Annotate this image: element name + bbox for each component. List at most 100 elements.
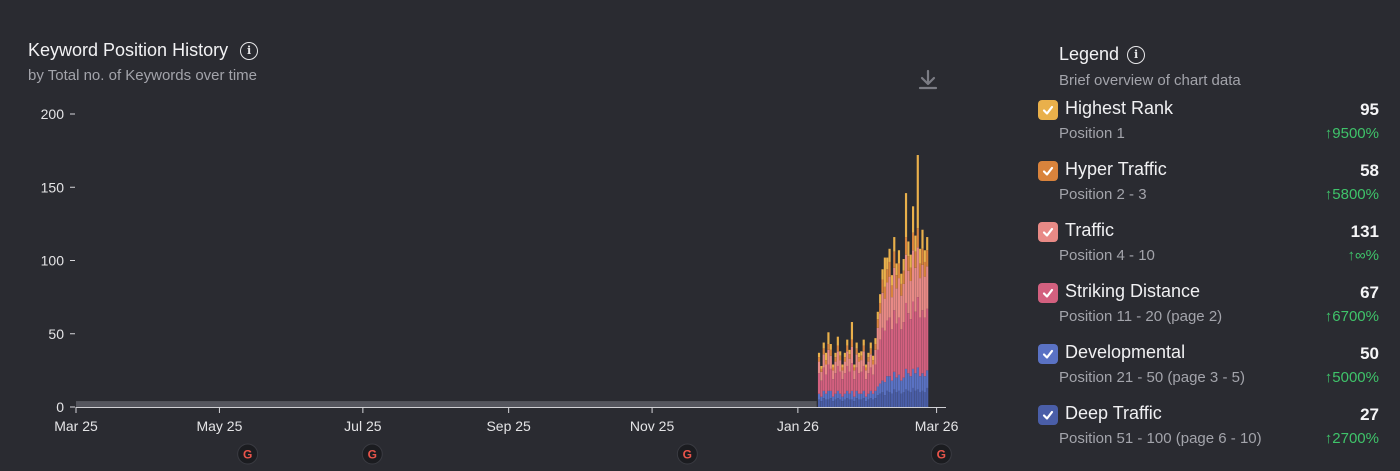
bar-segment[interactable] <box>829 355 832 369</box>
bar-segment[interactable] <box>855 390 858 399</box>
bar-segment[interactable] <box>869 367 872 391</box>
bar-segment[interactable] <box>824 399 828 407</box>
bar-segment[interactable] <box>846 339 849 346</box>
bar-segment[interactable] <box>876 319 879 328</box>
bar-segment[interactable] <box>834 361 837 374</box>
bar-segment[interactable] <box>836 365 839 391</box>
bar-segment[interactable] <box>869 354 872 368</box>
bar-segment[interactable] <box>900 393 903 407</box>
bar-segment[interactable] <box>874 398 877 407</box>
bar-segment[interactable] <box>829 390 832 399</box>
bar-segment[interactable] <box>860 355 863 361</box>
bar-segment[interactable] <box>848 354 851 359</box>
bar-segment[interactable] <box>893 371 896 390</box>
bar-segment[interactable] <box>867 361 870 374</box>
bar-segment[interactable] <box>909 319 912 377</box>
bar-segment[interactable] <box>883 257 886 287</box>
bar-segment[interactable] <box>822 354 825 368</box>
bar-segment[interactable] <box>881 279 884 293</box>
bar-segment[interactable] <box>860 371 863 394</box>
bar-segment[interactable] <box>883 395 886 407</box>
legend-item-highest-rank[interactable]: Highest Rank Position 1 95 ↑9500% <box>1038 94 1383 155</box>
bar-segment[interactable] <box>848 399 851 407</box>
bar-segment[interactable] <box>872 360 875 365</box>
bar-segment[interactable] <box>907 256 910 271</box>
bar-segment[interactable] <box>923 250 926 262</box>
bar-segment[interactable] <box>888 317 891 377</box>
bar-segment[interactable] <box>853 379 856 397</box>
bar-segment[interactable] <box>904 302 908 369</box>
bar-segment[interactable] <box>855 398 858 407</box>
bar-segment[interactable] <box>829 368 832 391</box>
bar-segment[interactable] <box>911 232 915 251</box>
bar-segment[interactable] <box>820 380 823 397</box>
bar-segment[interactable] <box>888 392 891 407</box>
bar-segment[interactable] <box>836 398 839 407</box>
bar-segment[interactable] <box>916 389 919 407</box>
bar-segment[interactable] <box>881 380 884 393</box>
bar-segment[interactable] <box>829 349 832 356</box>
bar-segment[interactable] <box>820 368 823 372</box>
bar-segment[interactable] <box>876 327 879 350</box>
checkbox[interactable] <box>1038 283 1058 303</box>
bar-segment[interactable] <box>895 377 898 393</box>
bar-segment[interactable] <box>907 270 910 314</box>
bar-segment[interactable] <box>879 294 882 303</box>
bar-segment[interactable] <box>824 364 828 375</box>
bar-segment[interactable] <box>817 399 821 407</box>
bar-segment[interactable] <box>834 357 837 362</box>
bar-segment[interactable] <box>872 393 875 400</box>
bar-segment[interactable] <box>897 390 901 407</box>
bar-segment[interactable] <box>919 248 922 264</box>
bar-segment[interactable] <box>827 364 830 391</box>
bar-segment[interactable] <box>832 370 835 380</box>
checkbox[interactable] <box>1038 161 1058 181</box>
bar-segment[interactable] <box>893 267 896 311</box>
bar-segment[interactable] <box>860 393 863 400</box>
bar-segment[interactable] <box>832 396 835 402</box>
bar-segment[interactable] <box>902 322 905 378</box>
bar-segment[interactable] <box>862 351 865 366</box>
bar-segment[interactable] <box>881 269 884 280</box>
bar-segment[interactable] <box>822 348 825 355</box>
bar-segment[interactable] <box>883 330 886 383</box>
bar-segment[interactable] <box>902 283 905 323</box>
bar-segment[interactable] <box>881 392 884 407</box>
bar-segment[interactable] <box>919 376 922 393</box>
bar-segment[interactable] <box>820 371 823 381</box>
bar-segment[interactable] <box>900 380 903 394</box>
bar-segment[interactable] <box>860 360 863 372</box>
bar-segment[interactable] <box>886 282 889 321</box>
bar-segment[interactable] <box>921 264 924 311</box>
bar-segment[interactable] <box>888 276 891 318</box>
bar-segment[interactable] <box>824 374 828 394</box>
bar-segment[interactable] <box>867 373 870 394</box>
bar-segment[interactable] <box>921 373 924 391</box>
bar-segment[interactable] <box>841 367 844 371</box>
bar-segment[interactable] <box>857 352 861 358</box>
bar-segment[interactable] <box>846 365 849 391</box>
bar-segment[interactable] <box>846 398 849 407</box>
bar-segment[interactable] <box>886 390 889 407</box>
bar-segment[interactable] <box>827 399 830 407</box>
bar-segment[interactable] <box>869 398 872 407</box>
bar-segment[interactable] <box>876 395 879 407</box>
bar-segment[interactable] <box>839 351 842 356</box>
bar-segment[interactable] <box>839 371 842 394</box>
bar-segment[interactable] <box>872 355 875 361</box>
bar-segment[interactable] <box>893 237 896 252</box>
bar-segment[interactable] <box>867 393 870 400</box>
bar-segment[interactable] <box>872 364 875 375</box>
bar-segment[interactable] <box>827 344 830 350</box>
bar-segment[interactable] <box>890 329 894 381</box>
bar-segment[interactable] <box>895 263 898 276</box>
bar-segment[interactable] <box>923 261 926 277</box>
checkbox[interactable] <box>1038 344 1058 364</box>
legend-item-striking-distance[interactable]: Striking Distance Position 11 - 20 (page … <box>1038 277 1383 338</box>
bar-segment[interactable] <box>834 399 837 407</box>
bar-segment[interactable] <box>890 285 894 298</box>
bar-segment[interactable] <box>820 396 823 402</box>
bar-segment[interactable] <box>902 259 905 271</box>
bar-segment[interactable] <box>857 393 861 400</box>
bar-segment[interactable] <box>926 387 929 407</box>
